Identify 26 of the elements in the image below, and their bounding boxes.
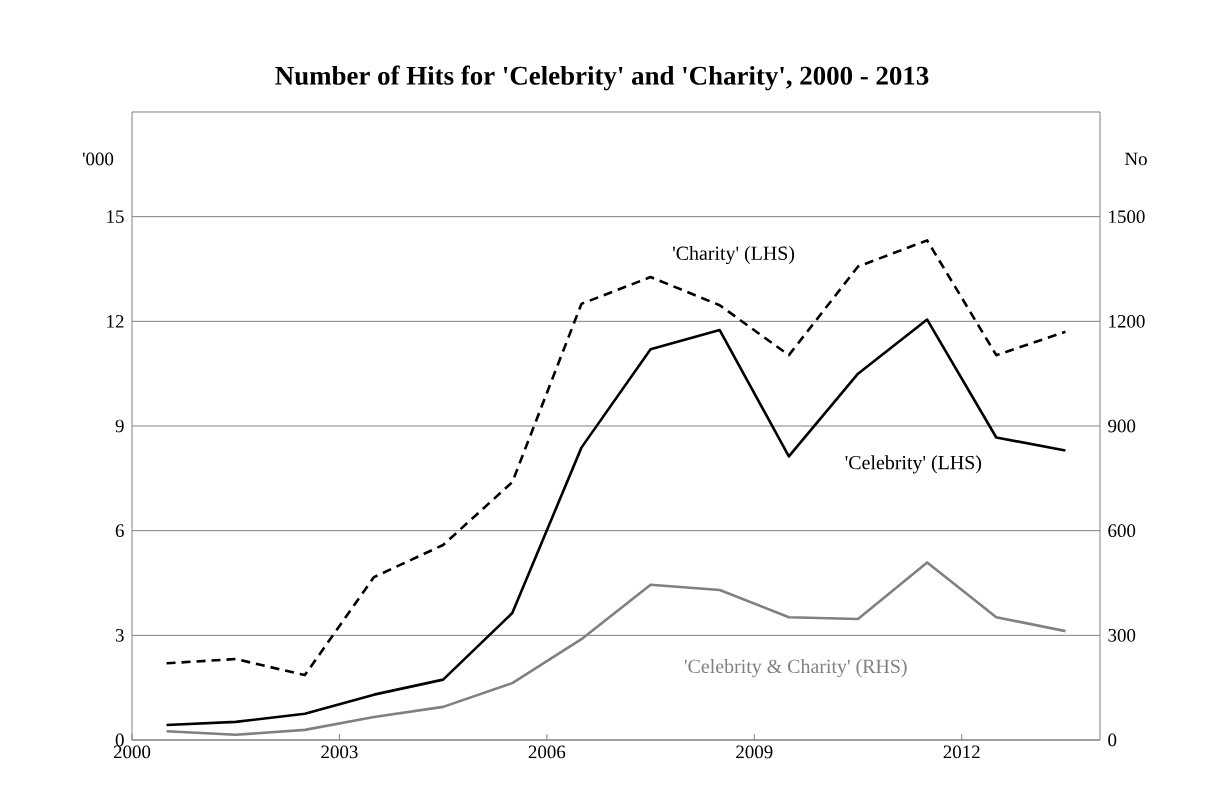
y-axis-title: '000 — [82, 152, 114, 166]
text: 'Celebrity & Charity' (RHS) — [684, 659, 907, 678]
y2-tick-label: 1500 — [1109, 210, 1145, 224]
y2-tick-label: 300 — [1108, 628, 1136, 642]
x-tick-label: 2000 — [113, 745, 151, 759]
y2-tick-label: 600 — [1108, 524, 1136, 538]
line-series — [165, 561, 1067, 737]
y2-tick-label: 0 — [1108, 733, 1117, 747]
x-tick-label: 2012 — [943, 745, 980, 759]
x-tick-label: 2009 — [736, 745, 773, 759]
series-label: 'Charity' (LHS) — [672, 245, 795, 265]
y-tick-label: 0 — [115, 733, 124, 747]
y-tick-label: 12 — [107, 315, 124, 328]
line-series — [165, 318, 1067, 727]
line-series — [165, 239, 1067, 677]
y-tick-label: 3 — [115, 628, 124, 642]
y2-tick-label: 1200 — [1109, 314, 1145, 328]
x-tick-label: 2006 — [528, 745, 566, 759]
series-label: 'Celebrity' (LHS) — [845, 455, 982, 474]
y-tick-label: 15 — [107, 210, 124, 223]
y2-tick-label: 900 — [1108, 419, 1136, 433]
x-tick-label: 2003 — [321, 745, 358, 759]
chart-title: Number of Hits for 'Celebrity' and 'Charity', 2000 - 2013 — [275, 65, 929, 91]
y2-axis-title: No — [1124, 152, 1147, 166]
y-tick-label: 9 — [115, 419, 124, 433]
y-tick-label: 6 — [115, 524, 124, 538]
